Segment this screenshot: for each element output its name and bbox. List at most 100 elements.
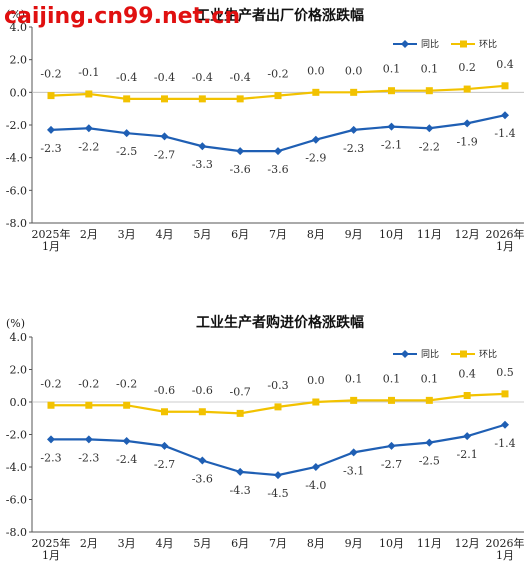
y-tick-label: 2.0: [10, 54, 28, 67]
x-tick-label: 10月: [379, 228, 404, 241]
data-point: [122, 129, 131, 138]
data-label: -0.2: [267, 68, 288, 81]
data-label: -0.2: [116, 377, 137, 390]
data-point: [274, 147, 282, 156]
data-point: [425, 87, 433, 95]
data-point: [501, 82, 509, 90]
data-point: [47, 435, 55, 444]
data-point: [311, 463, 320, 471]
data-label: -2.3: [78, 451, 99, 464]
data-label: -1.9: [457, 135, 478, 148]
data-label: -4.0: [305, 479, 326, 492]
x-tick-label: 1月: [42, 549, 60, 562]
data-point: [387, 441, 396, 450]
x-tick-label: 12月: [455, 228, 480, 241]
chart-title: 工业生产者出厂价格涨跌幅: [196, 7, 364, 24]
x-tick-label: 5月: [193, 537, 211, 550]
data-point: [312, 398, 320, 406]
data-label: -4.5: [267, 487, 288, 500]
data-point: [123, 95, 131, 103]
data-label: -0.6: [154, 384, 175, 397]
data-label: 0.4: [458, 368, 476, 381]
data-label: 0.0: [307, 64, 325, 77]
data-point: [85, 401, 93, 409]
data-label: -2.9: [305, 152, 326, 165]
y-tick-label: 0.0: [10, 86, 28, 99]
data-label: -0.6: [192, 384, 213, 397]
legend-marker: [401, 40, 409, 48]
data-point: [236, 409, 244, 417]
x-tick-label: 3月: [118, 228, 136, 241]
data-point: [198, 95, 206, 103]
data-label: 0.5: [496, 366, 514, 379]
x-tick-label: 6月: [231, 228, 249, 241]
x-tick-label: 9月: [345, 537, 363, 550]
legend-label: 同比: [421, 348, 439, 360]
chart-title: 工业生产者购进价格涨跌幅: [196, 314, 364, 331]
data-point: [274, 471, 282, 480]
data-label: -1.4: [494, 127, 515, 140]
data-label: -0.2: [78, 377, 99, 390]
data-point: [463, 432, 472, 441]
data-point: [311, 135, 320, 144]
y-tick-label: -6.0: [6, 494, 27, 507]
legend-label: 环比: [479, 38, 497, 50]
x-tick-label: 4月: [156, 537, 174, 550]
data-point: [349, 448, 358, 457]
x-tick-label: 2025年: [32, 227, 71, 241]
data-label: -0.4: [154, 71, 175, 84]
data-label: 0.4: [496, 58, 514, 71]
data-label: -0.2: [40, 377, 61, 390]
data-label: -3.3: [192, 158, 213, 171]
data-label: -2.1: [381, 139, 402, 152]
data-point: [387, 122, 396, 131]
data-label: -2.7: [381, 458, 402, 471]
data-point: [274, 92, 282, 100]
data-label: -0.1: [78, 66, 99, 79]
data-point: [198, 142, 207, 151]
data-point: [161, 408, 168, 416]
data-label: 0.1: [383, 63, 401, 76]
y-tick-label: -6.0: [6, 184, 27, 197]
data-label: -0.4: [116, 71, 137, 84]
legend-marker: [460, 40, 467, 48]
data-point: [198, 408, 206, 416]
data-point: [425, 438, 434, 447]
x-tick-label: 2026年: [486, 227, 525, 241]
data-point: [501, 111, 509, 120]
data-label: -2.2: [419, 140, 440, 153]
data-point: [47, 125, 55, 134]
x-tick-label: 12月: [455, 537, 480, 550]
watermark: caijing.cn99.net.cn: [4, 4, 240, 29]
data-label: 0.1: [421, 63, 439, 76]
data-label: -0.4: [192, 71, 213, 84]
data-point: [236, 95, 244, 103]
data-point: [350, 88, 358, 96]
y-unit-label: (%): [6, 8, 25, 21]
y-tick-label: 4.0: [10, 21, 28, 34]
y-tick-label: -8.0: [6, 526, 27, 539]
data-point: [463, 119, 472, 128]
data-point: [425, 396, 433, 404]
data-label: -3.6: [192, 473, 213, 486]
y-tick-label: -4.0: [6, 152, 27, 165]
data-label: -1.4: [494, 437, 515, 450]
data-point: [388, 396, 395, 404]
data-label: -2.3: [40, 142, 61, 155]
data-point: [47, 92, 55, 100]
data-point: [161, 95, 168, 103]
legend-label: 同比: [421, 38, 439, 50]
data-label: -2.5: [419, 455, 440, 468]
x-tick-label: 4月: [156, 228, 174, 241]
x-tick-label: 7月: [269, 537, 287, 550]
data-point: [160, 441, 169, 450]
x-tick-label: 2月: [80, 537, 98, 550]
x-tick-label: 11月: [417, 228, 442, 241]
y-tick-label: -2.0: [6, 429, 27, 442]
y-tick-label: -4.0: [6, 461, 27, 474]
data-label: -2.3: [40, 451, 61, 464]
data-point: [236, 147, 245, 156]
data-label: -3.6: [230, 163, 251, 176]
x-tick-label: 3月: [118, 537, 136, 550]
x-tick-label: 9月: [345, 228, 363, 241]
